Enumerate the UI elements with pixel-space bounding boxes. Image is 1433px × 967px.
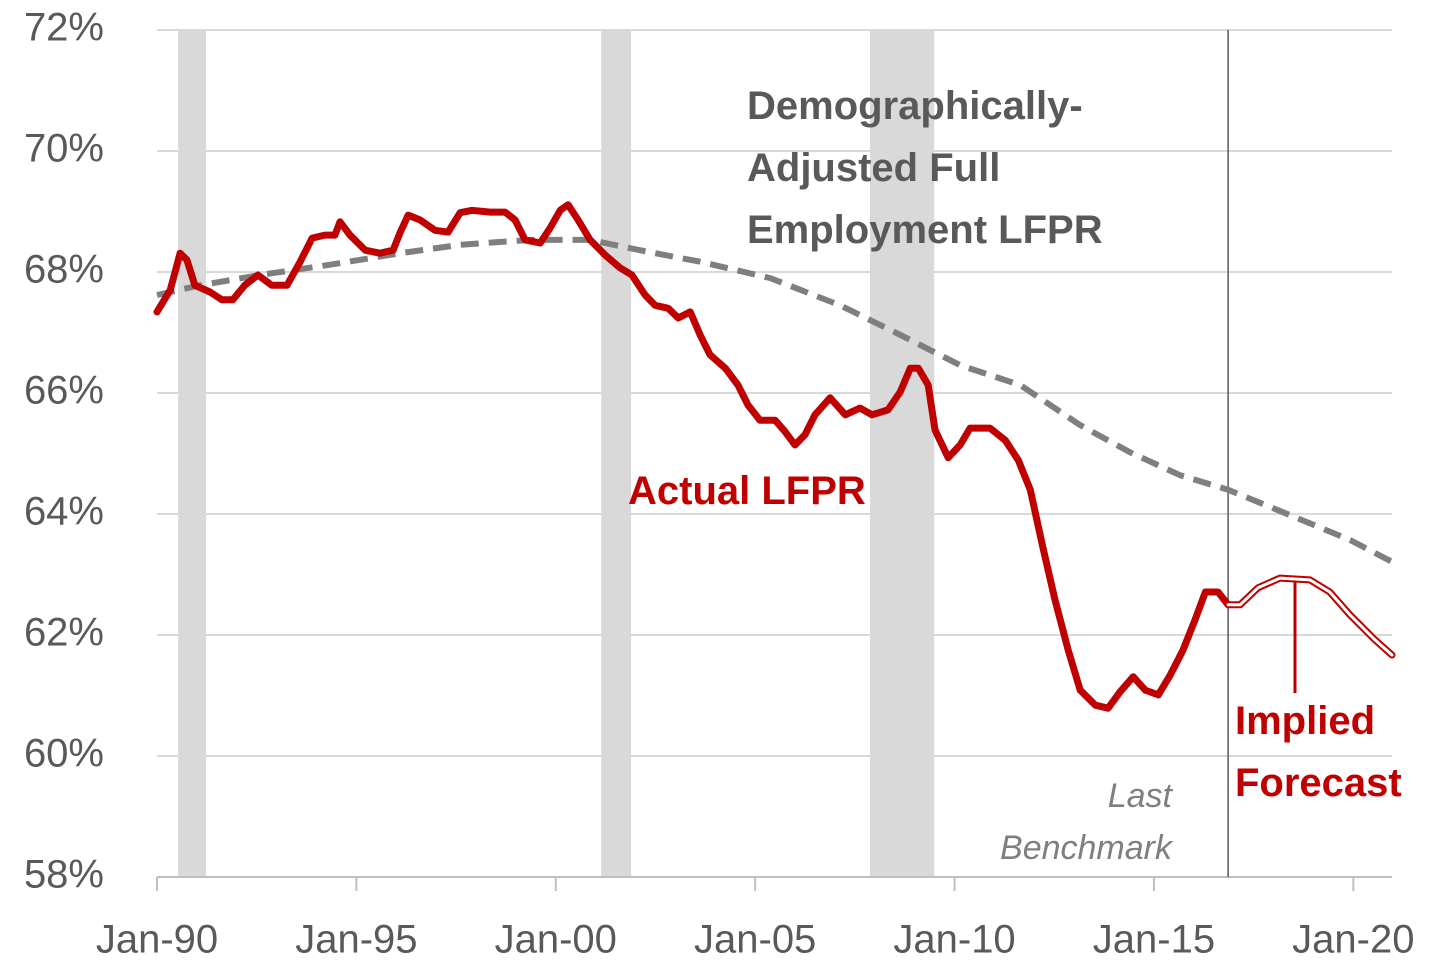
x-tick-label: Jan-20 bbox=[1292, 918, 1414, 962]
annotation: Last Benchmark bbox=[1000, 777, 1172, 867]
series-line-inner bbox=[1226, 576, 1394, 657]
y-tick-label: 62% bbox=[24, 611, 104, 655]
x-tick-label: Jan-00 bbox=[495, 918, 617, 962]
y-tick-label: 64% bbox=[24, 490, 104, 534]
x-tick-label: Jan-15 bbox=[1093, 918, 1215, 962]
y-tick-label: 66% bbox=[24, 369, 104, 413]
series-line bbox=[153, 201, 1232, 712]
series-line bbox=[156, 236, 1394, 565]
series-label: Actual LFPR bbox=[628, 469, 866, 513]
x-tick-label: Jan-95 bbox=[295, 918, 417, 962]
shaded-period bbox=[601, 30, 632, 877]
y-tick-label: 72% bbox=[24, 6, 104, 50]
y-tick-label: 70% bbox=[24, 127, 104, 171]
x-tick-label: Jan-90 bbox=[96, 918, 218, 962]
series-label: Demographically- Adjusted Full Employmen… bbox=[747, 84, 1103, 252]
shaded-period bbox=[178, 30, 207, 877]
x-tick-label: Jan-10 bbox=[893, 918, 1015, 962]
x-tick-label: Jan-05 bbox=[694, 918, 816, 962]
background bbox=[157, 29, 1392, 878]
series-line bbox=[1224, 574, 1396, 659]
shaded-period bbox=[870, 30, 935, 877]
y-tick-label: 60% bbox=[24, 732, 104, 776]
series-label: Implied Forecast bbox=[1235, 699, 1402, 805]
y-tick-label: 58% bbox=[24, 853, 104, 897]
y-tick-label: 68% bbox=[24, 248, 104, 292]
